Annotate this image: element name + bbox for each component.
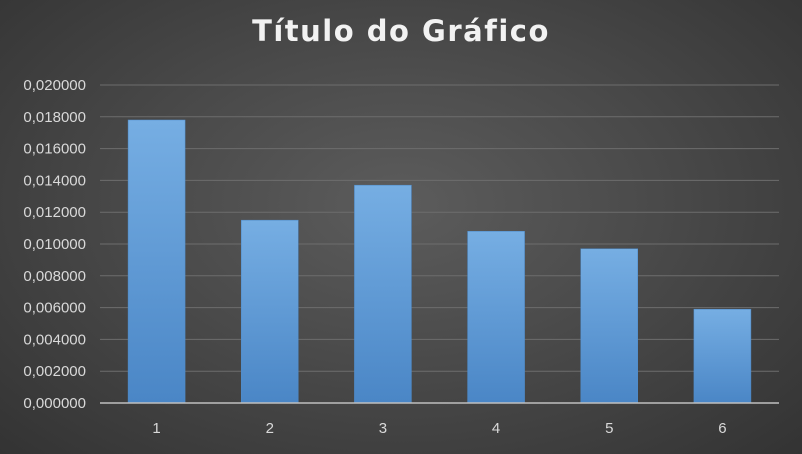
bar-2 [241,219,299,404]
y-tick-label: 0,014000 [23,172,86,189]
bar-3 [354,184,412,404]
y-tick-label: 0,000000 [23,395,86,412]
y-tick-label: 0,018000 [23,109,86,126]
bar-4 [467,231,525,404]
x-tick-labels: 1 2 3 4 5 6 [152,420,726,437]
chart-title: Título do Gráfico [252,14,550,48]
y-tick-label: 0,012000 [23,204,86,221]
y-tick-label: 0,002000 [23,363,86,380]
y-tick-label: 0,006000 [23,300,86,317]
bar-1 [127,119,186,404]
x-tick-label: 4 [492,420,500,437]
x-tick-label: 1 [152,420,160,437]
y-tick-label: 0,004000 [23,331,86,348]
y-tick-labels: 0,000000 0,002000 0,004000 0,006000 0,008000… [23,77,86,412]
x-tick-label: 5 [605,420,613,437]
y-tick-label: 0,008000 [23,268,86,285]
y-tick-label: 0,020000 [23,77,86,94]
x-tick-label: 6 [718,420,726,437]
bar-5 [580,248,638,404]
x-tick-label: 2 [266,420,274,437]
y-tick-label: 0,010000 [23,236,86,253]
x-tick-label: 3 [379,420,387,437]
bar-6 [693,308,752,404]
gridlines [100,84,779,372]
bars [127,119,752,404]
y-tick-label: 0,016000 [23,141,86,158]
